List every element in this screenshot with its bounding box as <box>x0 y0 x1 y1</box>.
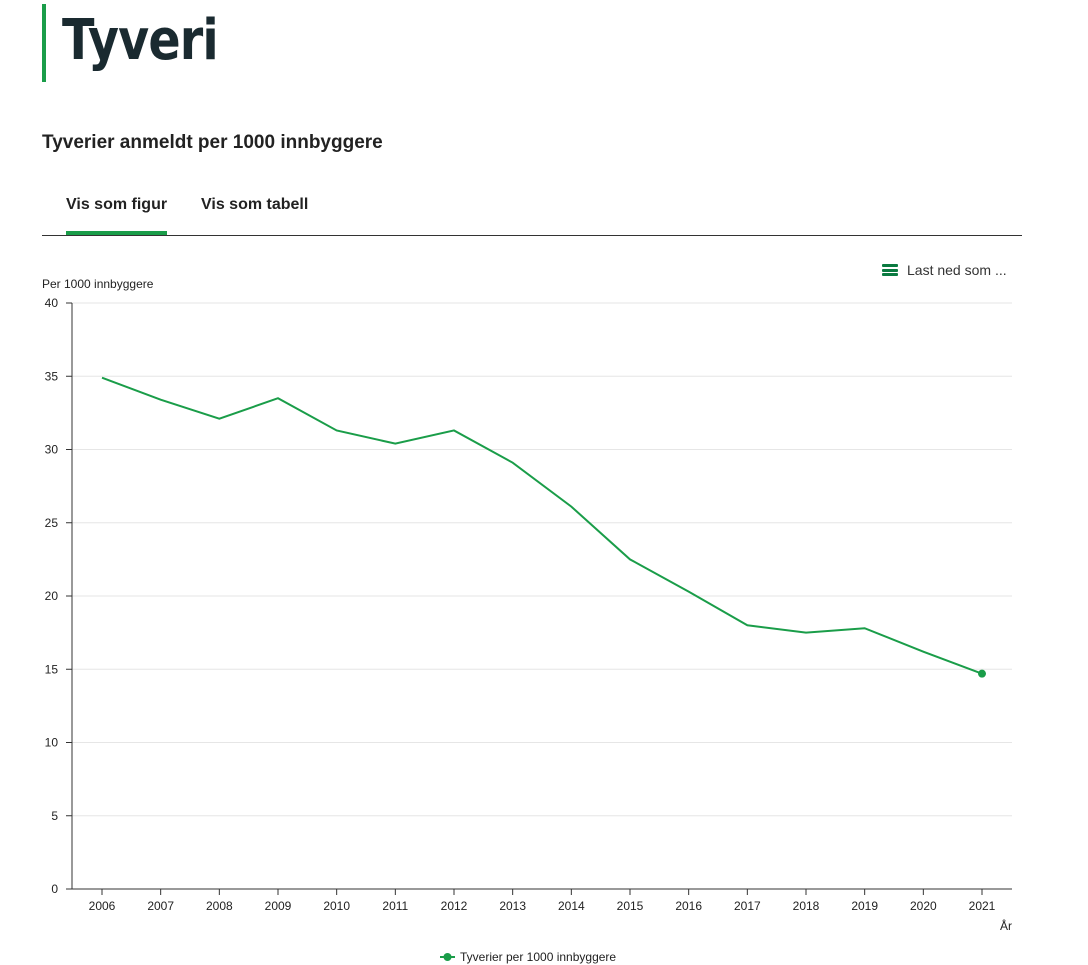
x-tick-label: 2016 <box>675 899 702 913</box>
x-tick-label: 2014 <box>558 899 585 913</box>
y-tick-label: 30 <box>45 443 59 457</box>
tab-table[interactable]: Vis som tabell <box>201 196 309 213</box>
x-tick-label: 2008 <box>206 899 233 913</box>
x-tick-label: 2007 <box>147 899 174 913</box>
y-tick-label: 40 <box>45 296 59 310</box>
legend-marker <box>443 953 452 961</box>
x-tick-label: 2015 <box>617 899 644 913</box>
x-tick-label: 2018 <box>793 899 820 913</box>
x-tick-label: 2017 <box>734 899 761 913</box>
x-tick-label: 2020 <box>910 899 937 913</box>
x-tick-label: 2021 <box>969 899 996 913</box>
y-axis-label: Per 1000 innbyggere <box>42 277 154 291</box>
x-tick-label: 2011 <box>382 899 408 913</box>
download-label: Last ned som ... <box>907 262 1007 278</box>
tab-figure[interactable]: Vis som figur <box>66 196 168 235</box>
y-tick-label: 5 <box>51 809 58 823</box>
y-tick-label: 25 <box>45 516 59 530</box>
x-tick-label: 2013 <box>499 899 526 913</box>
y-tick-label: 10 <box>45 736 59 750</box>
y-tick-label: 35 <box>45 369 59 383</box>
y-tick-label: 15 <box>45 662 59 676</box>
y-tick-label: 20 <box>45 589 59 603</box>
title-accent-bar <box>42 4 46 82</box>
x-tick-label: 2019 <box>851 899 878 913</box>
x-tick-label: 2012 <box>441 899 468 913</box>
data-point <box>978 669 986 678</box>
x-tick-label: 2006 <box>89 899 116 913</box>
view-tabs: Vis som figur Vis som tabell <box>42 188 1022 236</box>
legend-label: Tyverier per 1000 innbyggere <box>460 950 616 964</box>
x-tick-label: 2010 <box>323 899 350 913</box>
chart-title: Tyverier anmeldt per 1000 innbyggere <box>42 132 383 153</box>
x-axis-label: År <box>1000 918 1012 933</box>
series-line <box>101 376 983 675</box>
page-title: Tyveri <box>62 8 219 73</box>
y-tick-label: 0 <box>51 882 58 896</box>
menu-icon <box>882 264 898 276</box>
download-button[interactable]: Last ned som ... <box>882 262 1007 278</box>
x-tick-label: 2009 <box>265 899 292 913</box>
